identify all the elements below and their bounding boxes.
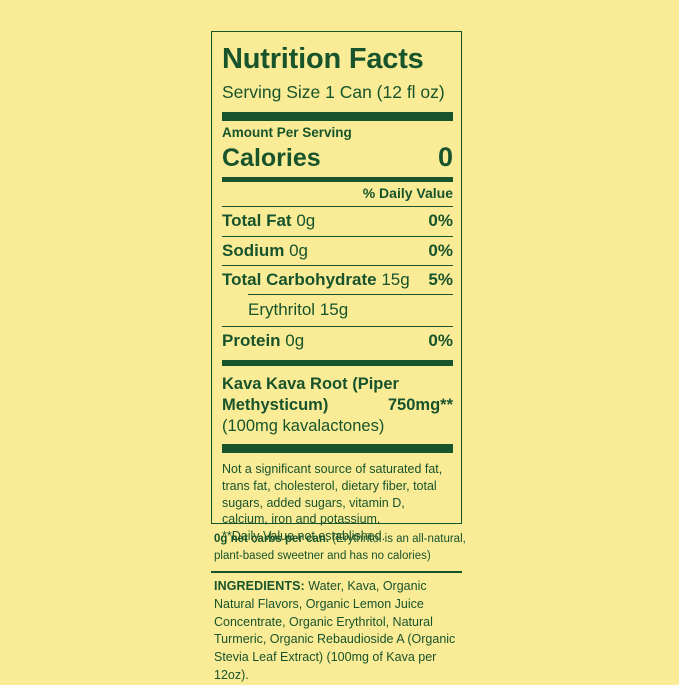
- net-carbs-note: 0g net carbs per can. (Erythritol is an …: [214, 531, 476, 564]
- disclaimer-footnote: **Daily Value not established.: [222, 528, 386, 543]
- nutrient-row-total-fat: Total Fat 0g 0%: [222, 207, 453, 235]
- nutrient-name-protein: Protein 0g: [222, 330, 305, 350]
- net-carbs-bold: 0g net carbs per can.: [214, 533, 330, 545]
- divider-under-protein: [222, 360, 453, 367]
- botanical-section: Kava Kava Root (Piper Methysticum) 750mg…: [222, 374, 453, 437]
- calories-row: Calories 0: [222, 141, 453, 173]
- calories-label: Calories: [222, 143, 321, 172]
- amount-per-serving-label: Amount Per Serving: [222, 125, 352, 141]
- nutrient-row-erythritol: Erythritol 15g: [248, 300, 349, 320]
- botanical-name-cont: Methysticum): [222, 396, 329, 415]
- botanical-amount: 750mg**: [387, 396, 453, 415]
- nutrient-percent-protein: 0%: [428, 330, 453, 350]
- nutrition-facts-title: Nutrition Facts: [222, 43, 424, 75]
- disclaimer-body: Not a significant source of saturated fa…: [222, 462, 443, 527]
- ingredients-block: INGREDIENTS: Water, Kava, Organic Natura…: [214, 578, 468, 685]
- nutrient-percent-sodium: 0%: [428, 240, 453, 260]
- divider-above-disclaimer: [222, 444, 453, 454]
- divider-above-ingredients: [211, 571, 462, 573]
- row-divider-protein: [222, 325, 453, 327]
- nutrient-name-sodium: Sodium 0g: [222, 240, 308, 260]
- disclaimer-text: Not a significant source of saturated fa…: [222, 461, 453, 544]
- nutrient-name-total-carbohydrate: Total Carbohydrate 15g: [222, 269, 410, 289]
- nutrient-row-total-carbohydrate: Total Carbohydrate 15g 5%: [222, 266, 453, 294]
- divider-under-calories: [222, 177, 453, 183]
- nutrient-name-total-fat: Total Fat 0g: [222, 211, 316, 231]
- row-divider-total-carbohydrate: [222, 264, 453, 266]
- net-carbs-rest: (Erythritol is an all-natural, plant-bas…: [214, 533, 466, 562]
- ingredients-heading: INGREDIENTS:: [214, 579, 305, 593]
- botanical-line-1: Kava Kava Root (Piper: [222, 375, 399, 394]
- nutrient-percent-total-fat: 0%: [428, 211, 453, 231]
- nutrient-percent-total-carbohydrate: 5%: [428, 269, 453, 289]
- divider-thick-top: [222, 112, 453, 122]
- row-divider-erythritol: [248, 294, 453, 296]
- daily-value-header: % Daily Value: [362, 185, 453, 202]
- nutrition-facts-panel: Nutrition Facts Serving Size 1 Can (12 f…: [211, 31, 462, 543]
- row-divider-sodium: [222, 235, 453, 237]
- ingredients-text: Water, Kava, Organic Natural Flavors, Or…: [214, 579, 456, 682]
- calories-value: 0: [437, 141, 453, 172]
- row-divider-total-fat: [222, 206, 453, 208]
- nutrient-row-protein: Protein 0g 0%: [222, 327, 453, 355]
- serving-size-text: Serving Size 1 Can (12 fl oz): [222, 82, 445, 103]
- botanical-line-3: (100mg kavalactones): [222, 417, 385, 436]
- nutrient-row-sodium: Sodium 0g 0%: [222, 237, 453, 265]
- botanical-line-2: Methysticum) 750mg**: [222, 395, 453, 416]
